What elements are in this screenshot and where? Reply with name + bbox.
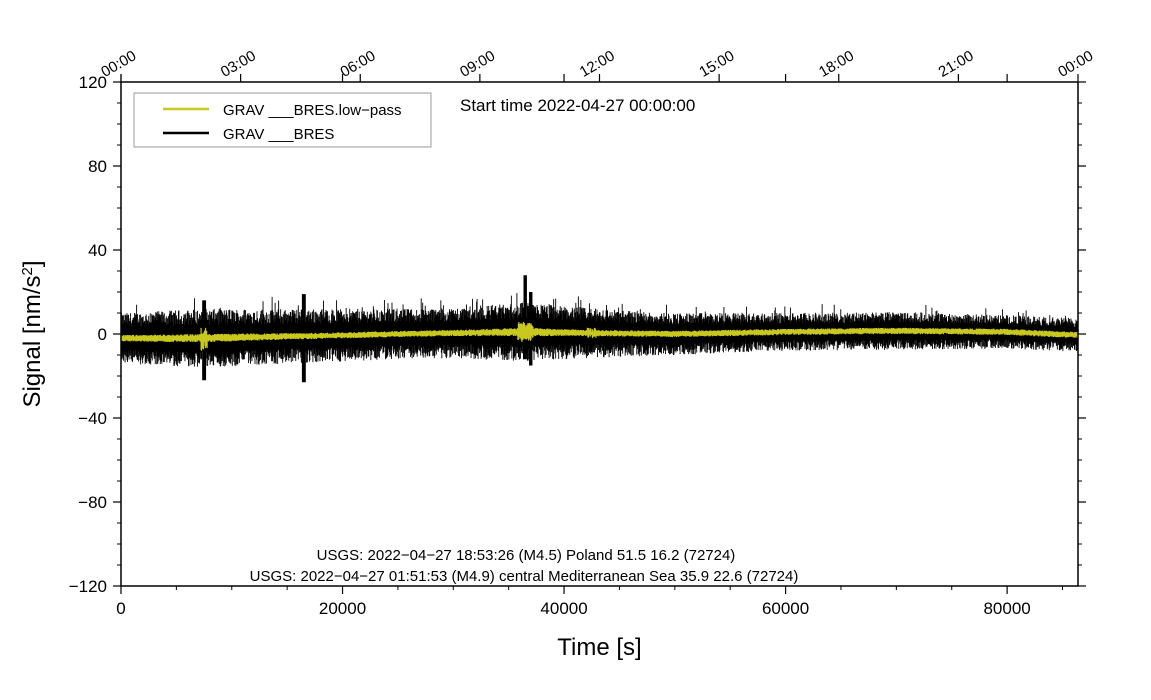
y-tick-label: −40	[78, 409, 107, 428]
y-axis-title-sup: 2	[19, 267, 36, 275]
top-axis-label: 06:00	[337, 47, 378, 80]
legend-label-lowpass: GRAV ___BRES.low−pass	[223, 102, 402, 119]
series-lowpass-line	[121, 329, 1078, 340]
start-time-label: Start time 2022-04-27 00:00:00	[460, 96, 695, 115]
y-tick-label: 40	[88, 241, 107, 260]
y-tick-label: 120	[79, 73, 107, 92]
x-tick-label: 40000	[540, 599, 587, 618]
x-axis-title: Time [s]	[557, 634, 641, 661]
x-tick-label: 0	[116, 599, 125, 618]
event-annotation-poland: USGS: 2022−04−27 18:53:26 (M4.5) Poland …	[317, 547, 736, 564]
y-axis-title: Signal [nm/s2]	[19, 260, 47, 407]
y-axis-title-main: Signal [nm/s	[19, 275, 46, 407]
x-tick-label: 80000	[983, 599, 1030, 618]
top-axis-label: 21:00	[936, 47, 977, 80]
legend-box	[133, 92, 432, 148]
event-annotation-mediterranean: USGS: 2022−04−27 01:51:53 (M4.9) central…	[250, 568, 799, 585]
y-axis-title-end: ]	[19, 260, 46, 267]
top-axis-label: 00:00	[1055, 47, 1096, 80]
top-axis-label: 03:00	[218, 47, 259, 80]
top-axis-label: 12:00	[577, 47, 618, 80]
x-tick-label: 60000	[762, 599, 809, 618]
top-axis-label: 15:00	[696, 47, 737, 80]
legend-label-raw: GRAV ___BRES	[223, 126, 334, 143]
y-tick-label: −120	[69, 577, 107, 596]
y-tick-label: 80	[88, 157, 107, 176]
traces	[121, 275, 1078, 383]
top-axis-label: 18:00	[816, 47, 857, 80]
y-tick-label: −80	[78, 493, 107, 512]
legend: GRAV ___BRES.low−pass GRAV ___BRES	[133, 92, 432, 148]
top-axis-label: 09:00	[457, 47, 498, 80]
y-tick-label: 0	[98, 325, 107, 344]
x-tick-label: 20000	[319, 599, 366, 618]
